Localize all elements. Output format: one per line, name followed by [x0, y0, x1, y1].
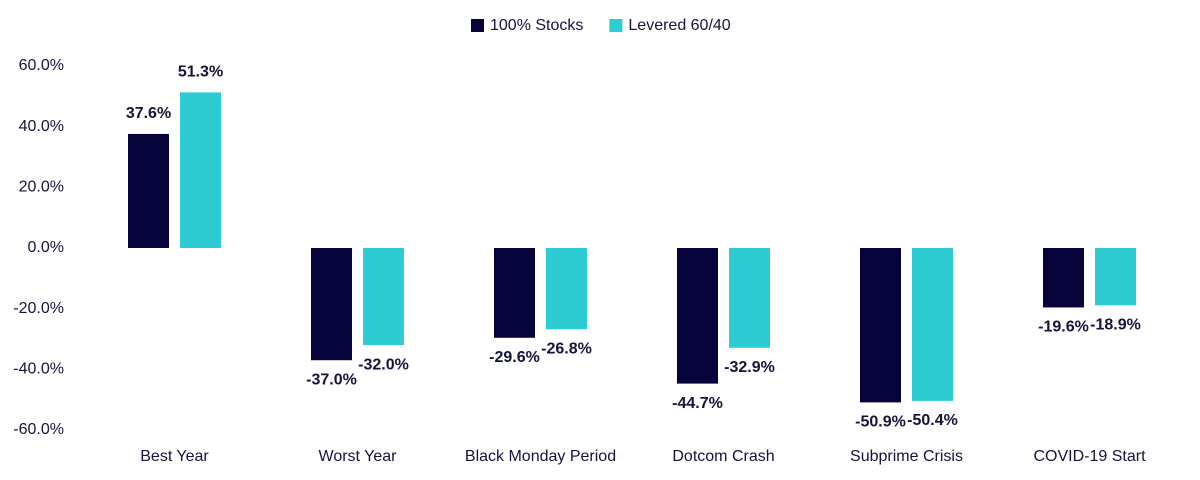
- y-tick-label: -60.0%: [13, 421, 64, 438]
- value-label: -29.6%: [489, 349, 540, 366]
- value-label: -18.9%: [1090, 317, 1141, 334]
- y-tick-label: 40.0%: [19, 118, 64, 135]
- bar: [912, 248, 953, 401]
- x-tick-label: COVID-19 Start: [1033, 448, 1146, 465]
- value-label: -26.8%: [541, 341, 592, 358]
- x-tick-label: Best Year: [140, 448, 209, 465]
- y-tick-label: -20.0%: [13, 300, 64, 317]
- bar: [546, 248, 587, 330]
- x-tick-label: Subprime Crisis: [850, 448, 963, 465]
- legend-label: 100% Stocks: [490, 17, 583, 34]
- legend-swatch: [609, 19, 623, 32]
- bar: [180, 92, 221, 248]
- value-label: -50.9%: [855, 414, 906, 431]
- y-tick-label: 20.0%: [19, 179, 64, 196]
- y-tick-label: 0.0%: [28, 239, 64, 256]
- value-label: -32.0%: [358, 356, 409, 373]
- value-label: 51.3%: [178, 64, 223, 81]
- bar: [860, 248, 901, 403]
- bar: [1095, 248, 1136, 306]
- value-label: -44.7%: [672, 395, 723, 412]
- bar: [128, 133, 169, 248]
- y-tick-label: 60.0%: [19, 57, 64, 74]
- bar: [363, 248, 404, 346]
- value-label: -32.9%: [724, 359, 775, 376]
- x-tick-label: Dotcom Crash: [672, 448, 774, 465]
- value-label: 37.6%: [126, 105, 171, 122]
- value-label: -50.4%: [907, 412, 958, 429]
- bar: [311, 248, 352, 361]
- legend-label: Levered 60/40: [628, 17, 730, 34]
- y-tick-label: -40.0%: [13, 361, 64, 378]
- x-tick-label: Worst Year: [319, 448, 398, 465]
- bar: [729, 248, 770, 348]
- value-label: -19.6%: [1038, 319, 1089, 336]
- bar: [1043, 248, 1084, 308]
- bar: [494, 248, 535, 338]
- legend-swatch: [471, 19, 484, 32]
- x-tick-label: Black Monday Period: [465, 448, 616, 465]
- bar: [677, 248, 718, 384]
- value-label: -37.0%: [306, 371, 357, 388]
